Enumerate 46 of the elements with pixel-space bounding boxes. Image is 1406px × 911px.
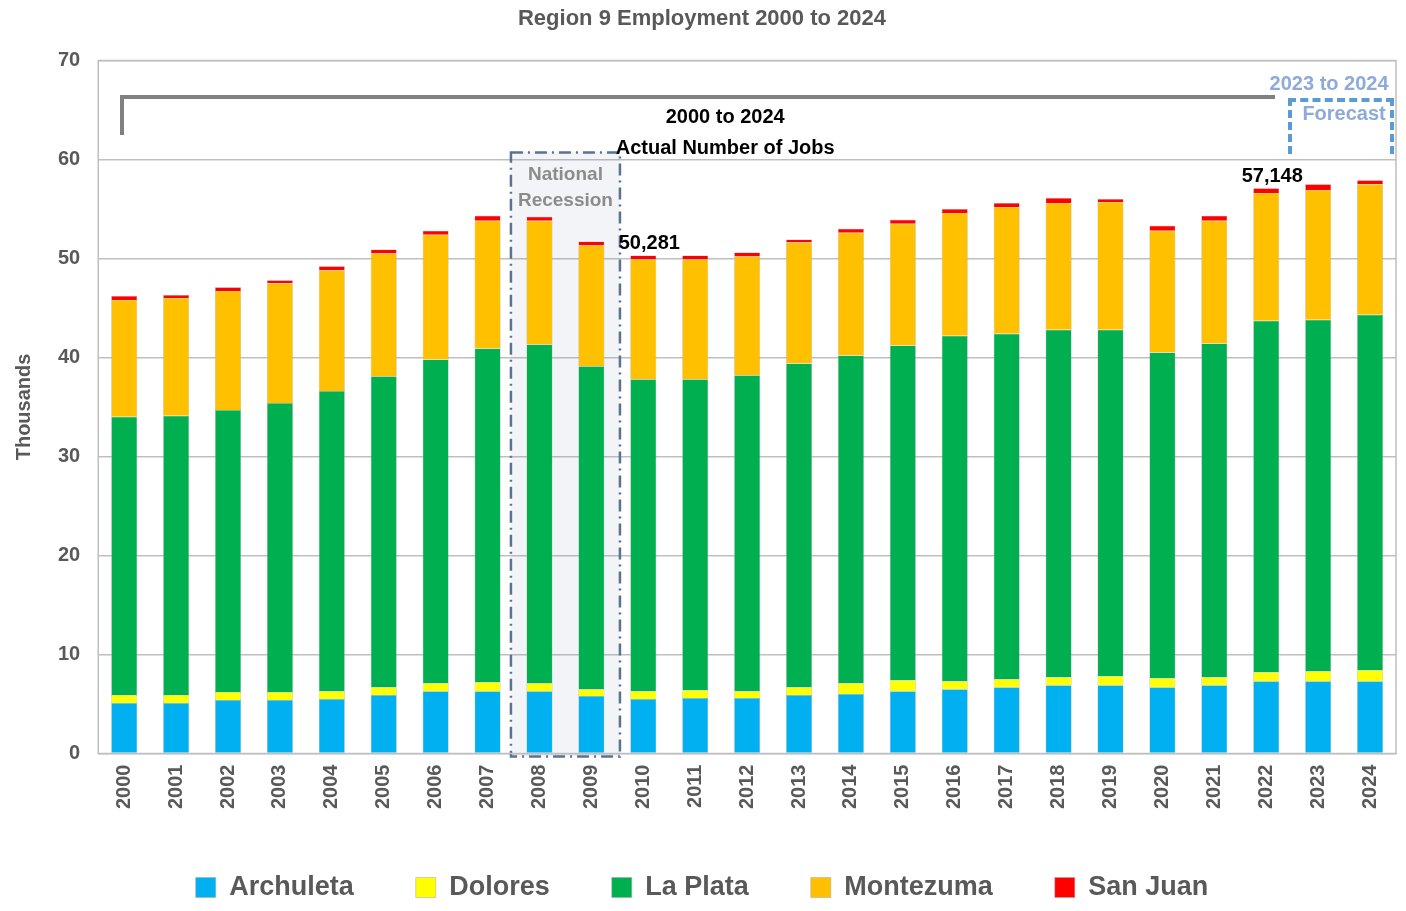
x-tick-label: 2023	[1305, 764, 1328, 810]
y-tick-label: 0	[69, 741, 81, 764]
annotation: Forecast	[1302, 102, 1386, 126]
x-tick-label: 2014	[838, 763, 861, 810]
x-tick-label: 2011	[682, 764, 705, 808]
x-tick-label: 2008	[527, 764, 549, 810]
y-tick-label: 10	[58, 642, 81, 665]
y-tick-label: 50	[58, 245, 81, 268]
x-tick-label: 2000	[111, 764, 134, 810]
x-tick-label: 2002	[215, 764, 238, 810]
y-tick-label: 30	[58, 443, 81, 466]
x-tick-label: 2012	[734, 764, 757, 810]
y-tick-label: 20	[58, 542, 81, 565]
y-tick-label: 40	[58, 344, 81, 367]
x-tick-label: 2018	[1046, 764, 1069, 810]
x-tick-label: 2006	[423, 764, 446, 810]
y-tick-label: 70	[58, 47, 81, 70]
legend-label: La Plata	[645, 870, 750, 901]
annotation: 2023 to 2024	[1269, 72, 1389, 96]
x-tick-label: 2020	[1149, 764, 1172, 810]
band-label: National Recession	[517, 162, 613, 210]
legend-label: Archuleta	[229, 870, 355, 901]
x-tick-label: 2003	[267, 764, 290, 810]
chart-title: Region 9 Employment 2000 to 2024	[517, 5, 887, 31]
y-tick-label: 60	[58, 146, 81, 169]
x-tick-label: 2013	[786, 764, 809, 810]
annotation: 2000 to 2024	[665, 105, 785, 129]
x-tick-label: 2022	[1253, 764, 1276, 810]
x-tick-label: 2021	[1201, 764, 1224, 810]
x-tick-label: 2010	[630, 764, 653, 810]
legend-label: Montezuma	[844, 870, 994, 901]
legend-label: Dolores	[449, 870, 550, 901]
legend-label: San Juan	[1088, 870, 1209, 901]
annotation: Actual Number of Jobs	[615, 136, 835, 160]
annotation: 57,148	[1241, 163, 1303, 186]
x-tick-label: 2015	[890, 764, 913, 810]
x-tick-label: 2005	[371, 764, 394, 810]
x-tick-label: 2019	[1098, 764, 1121, 810]
x-tick-label: 2017	[994, 764, 1017, 810]
y-axis-title: Thousands	[11, 353, 34, 461]
x-tick-label: 2001	[163, 764, 186, 810]
x-tick-label: 2004	[319, 763, 342, 810]
x-tick-label: 2016	[942, 764, 965, 810]
x-tick-label: 2024	[1357, 763, 1380, 810]
x-tick-label: 2009	[578, 764, 601, 810]
x-tick-label: 2007	[475, 764, 498, 810]
